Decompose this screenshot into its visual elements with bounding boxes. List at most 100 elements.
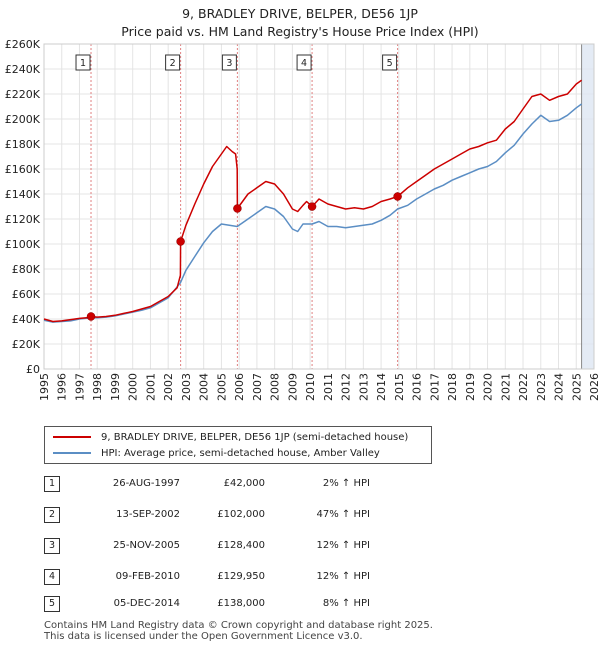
- price-chart: 1 2 3 4 5 £0 £20K £40K £60K £80K £100K £120K £140K £1…: [5, 38, 600, 401]
- footer-copyright: Contains HM Land Registry data © Crown c…: [44, 620, 433, 631]
- x-tick-label: 1999: [109, 373, 122, 401]
- x-tick-label: 2001: [144, 373, 157, 401]
- sale-hpi-change: 8% ↑ HPI: [322, 598, 370, 609]
- y-tick-label: £140K: [5, 188, 41, 201]
- x-tick-label: 2024: [553, 373, 566, 401]
- legend-label-property: 9, BRADLEY DRIVE, BELPER, DE56 1JP (semi…: [101, 431, 409, 443]
- x-tick-label: 2006: [233, 373, 246, 401]
- sale-hpi-change: 47% ↑ HPI: [316, 509, 370, 520]
- y-tick-label: £240K: [5, 63, 41, 76]
- sale-point: [176, 237, 185, 246]
- sale-marker-label: 5: [387, 58, 393, 69]
- legend-swatch-property: [53, 436, 91, 438]
- sale-hpi-change: 2% ↑ HPI: [322, 478, 370, 489]
- sale-marker-box: [296, 54, 312, 71]
- x-tick-label: 1997: [73, 373, 86, 401]
- footer: Contains HM Land Registry data © Crown c…: [44, 620, 433, 642]
- sale-date: 13-SEP-2002: [116, 509, 180, 520]
- x-tick-label: 1996: [56, 373, 69, 401]
- sale-price: £102,000: [217, 509, 265, 520]
- legend-item-hpi: HPI: Average price, semi-detached house,…: [53, 446, 380, 460]
- table-row: 4 09-FEB-2010 £129,950 12% ↑ HPI: [0, 569, 600, 599]
- footer-licence: This data is licensed under the Open Gov…: [44, 631, 363, 642]
- sale-marker-label: 2: [170, 58, 176, 69]
- sale-number-badge: 3: [44, 538, 60, 554]
- table-row: 5 05-DEC-2014 £138,000 8% ↑ HPI: [0, 596, 600, 626]
- legend-label-hpi: HPI: Average price, semi-detached house,…: [101, 447, 380, 459]
- sale-number-badge: 5: [44, 596, 60, 612]
- sale-date: 05-DEC-2014: [113, 598, 180, 609]
- x-tick-label: 2016: [411, 373, 424, 401]
- y-tick-label: £160K: [5, 163, 41, 176]
- sale-point: [233, 204, 242, 213]
- y-tick-label: £180K: [5, 138, 41, 151]
- x-tick-label: 2017: [428, 373, 441, 401]
- x-tick-label: 2021: [499, 373, 512, 401]
- x-tick-label: 1998: [91, 373, 104, 401]
- x-tick-label: 2004: [198, 373, 211, 401]
- sale-marker-label: 3: [226, 58, 232, 69]
- sale-hpi-change: 12% ↑ HPI: [316, 540, 370, 551]
- y-tick-label: £80K: [12, 263, 41, 276]
- legend-swatch-hpi: [53, 452, 91, 454]
- legend: 9, BRADLEY DRIVE, BELPER, DE56 1JP (semi…: [44, 426, 432, 464]
- y-tick-label: £20K: [12, 338, 41, 351]
- x-tick-label: 2015: [393, 373, 406, 401]
- sale-number-badge: 1: [44, 476, 60, 492]
- property-price-line: [43, 79, 583, 323]
- sale-price: £129,950: [217, 571, 265, 582]
- chart-title: 9, BRADLEY DRIVE, BELPER, DE56 1JP: [182, 6, 418, 21]
- x-tick-label: 2005: [215, 373, 228, 401]
- sale-point: [393, 192, 402, 201]
- x-tick-label: 2007: [251, 373, 264, 401]
- x-tick-label: 2008: [269, 373, 282, 401]
- sale-marker-box: [221, 54, 237, 71]
- sale-point: [86, 312, 96, 321]
- x-tick-label: 2011: [322, 373, 335, 401]
- x-tick-label: 2020: [482, 373, 495, 401]
- x-tick-label: 2014: [375, 373, 388, 401]
- x-tick-label: 2002: [162, 373, 175, 401]
- y-tick-label: £100K: [5, 238, 41, 251]
- legend-item-property: 9, BRADLEY DRIVE, BELPER, DE56 1JP (semi…: [53, 430, 408, 444]
- sale-hpi-change: 12% ↑ HPI: [316, 571, 370, 582]
- sale-marker-box: [382, 54, 398, 71]
- sale-date: 09-FEB-2010: [115, 571, 180, 582]
- sale-marker-box: [75, 54, 91, 71]
- sale-price: £138,000: [217, 598, 265, 609]
- y-tick-label: £200K: [5, 113, 41, 126]
- table-row: 2 13-SEP-2002 £102,000 47% ↑ HPI: [0, 507, 600, 537]
- chart-subtitle: Price paid vs. HM Land Registry's House …: [121, 24, 479, 39]
- plot-area: [44, 44, 594, 369]
- table-row: 3 25-NOV-2005 £128,400 12% ↑ HPI: [0, 538, 600, 568]
- sale-date: 25-NOV-2005: [113, 540, 180, 551]
- plot-border: [43, 43, 595, 370]
- x-tick-label: 2003: [180, 373, 193, 401]
- y-tick-label: £120K: [5, 213, 41, 226]
- forecast-shade: [581, 44, 594, 369]
- sale-number-badge: 4: [44, 569, 60, 585]
- y-tick-label: £260K: [5, 38, 41, 51]
- y-tick-label: £220K: [5, 88, 41, 101]
- x-tick-label: 2010: [304, 373, 317, 401]
- x-tick-label: 2026: [588, 373, 600, 401]
- x-tick-label: 2000: [127, 373, 140, 401]
- y-tick-label: £0: [26, 363, 40, 376]
- sale-marker-box: [165, 54, 181, 71]
- sale-price: £42,000: [223, 478, 265, 489]
- sale-marker-label: 1: [80, 58, 86, 69]
- sale-marker-label: 4: [301, 58, 307, 69]
- sale-number-badge: 2: [44, 507, 60, 523]
- x-tick-label: 2018: [446, 373, 459, 401]
- sale-point: [307, 202, 317, 211]
- x-tick-label: 2013: [357, 373, 370, 401]
- x-tick-label: 1995: [38, 373, 51, 401]
- sale-date: 26-AUG-1997: [112, 478, 180, 489]
- x-tick-label: 2009: [286, 373, 299, 401]
- x-tick-label: 2012: [340, 373, 353, 401]
- x-tick-label: 2023: [535, 373, 548, 401]
- y-tick-label: £60K: [12, 288, 41, 301]
- y-tick-label: £40K: [12, 313, 41, 326]
- sale-price: £128,400: [217, 540, 265, 551]
- x-tick-label: 2025: [570, 373, 583, 401]
